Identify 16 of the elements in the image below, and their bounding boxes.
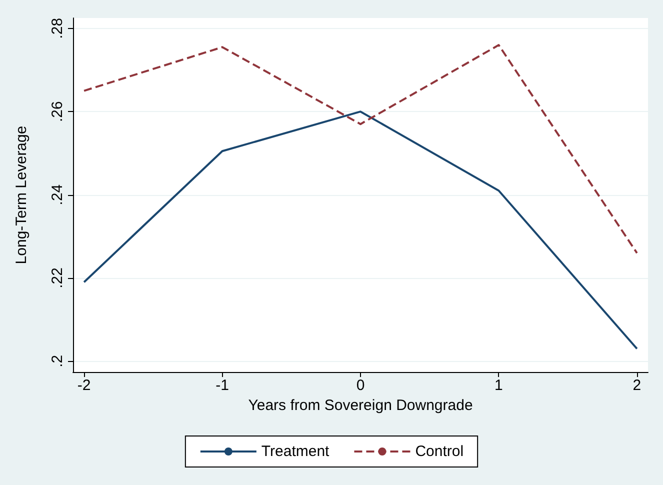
x-tick-label: -2 [77,377,91,394]
legend-label: Treatment [261,443,330,460]
line-series [83,44,638,254]
x-tick-label: 1 [494,377,503,394]
y-tick-label: .28 [49,18,66,39]
y-tick-label: .26 [49,101,66,122]
x-tick-label: -1 [216,377,229,394]
x-axis-title: Years from Sovereign Downgrade [248,396,473,414]
y-tick-label: .2 [49,354,66,368]
y-tick-label: .24 [49,184,66,206]
line-series [83,110,638,350]
x-tick-label: 0 [356,377,365,394]
y-axis-title: Long-Term Leverage [13,126,30,264]
x-tick-label: 2 [632,377,642,394]
y-tick-label: .22 [49,268,66,288]
legend-label: Control [415,443,464,460]
